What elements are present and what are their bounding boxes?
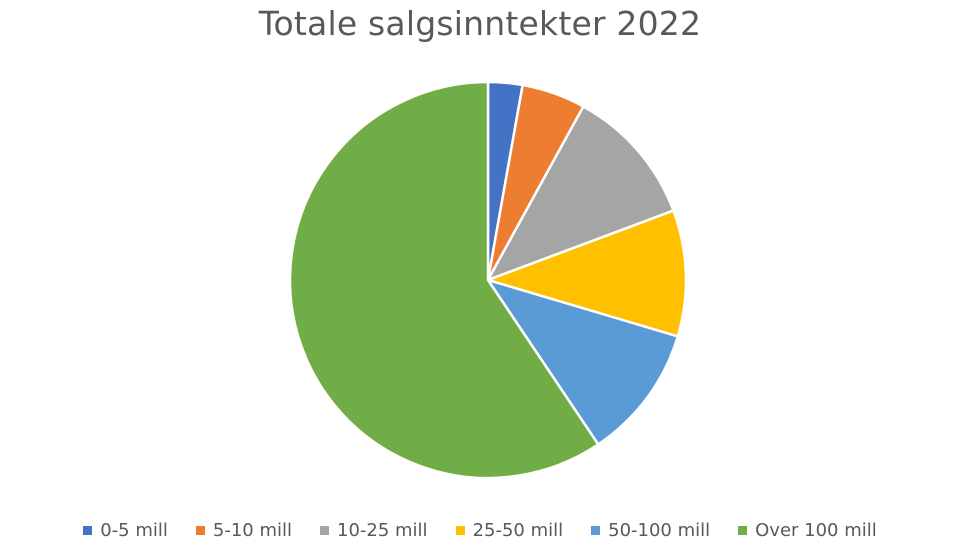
legend-swatch: [738, 526, 748, 535]
legend-swatch: [83, 526, 93, 535]
legend-item: 10-25 mill: [320, 520, 428, 541]
legend-label: 0-5 mill: [100, 520, 168, 541]
legend-swatch: [591, 526, 601, 535]
pie-slice-over-100-mill: [288, 80, 600, 480]
legend-item: Over 100 mill: [738, 520, 877, 541]
legend-label: Over 100 mill: [755, 520, 877, 541]
pie-slice-25-50-mill: [486, 209, 688, 338]
legend-swatch: [195, 526, 205, 535]
legend-label: 10-25 mill: [337, 520, 428, 541]
legend-swatch: [320, 526, 329, 535]
pie-slice-50-100-mill: [486, 278, 680, 446]
legend-label: 5-10 mill: [212, 520, 292, 541]
chart-title: Totale salgsinntekter 2022: [258, 4, 702, 43]
legend-item: 25-50 mill: [455, 520, 564, 541]
legend-label: 25-50 mill: [472, 520, 564, 541]
pie-slice-10-25-mill: [486, 105, 675, 282]
legend-item: 50-100 mill: [591, 520, 710, 541]
legend-label: 50-100 mill: [608, 520, 711, 541]
legend-item: 0-5 mill: [83, 520, 168, 541]
legend-item: 5-10 mill: [195, 520, 292, 541]
legend: 0-5 mill 5-10 mill 10-25 mill 25-50 mill 50-…: [0, 520, 960, 541]
legend-swatch: [455, 526, 465, 535]
